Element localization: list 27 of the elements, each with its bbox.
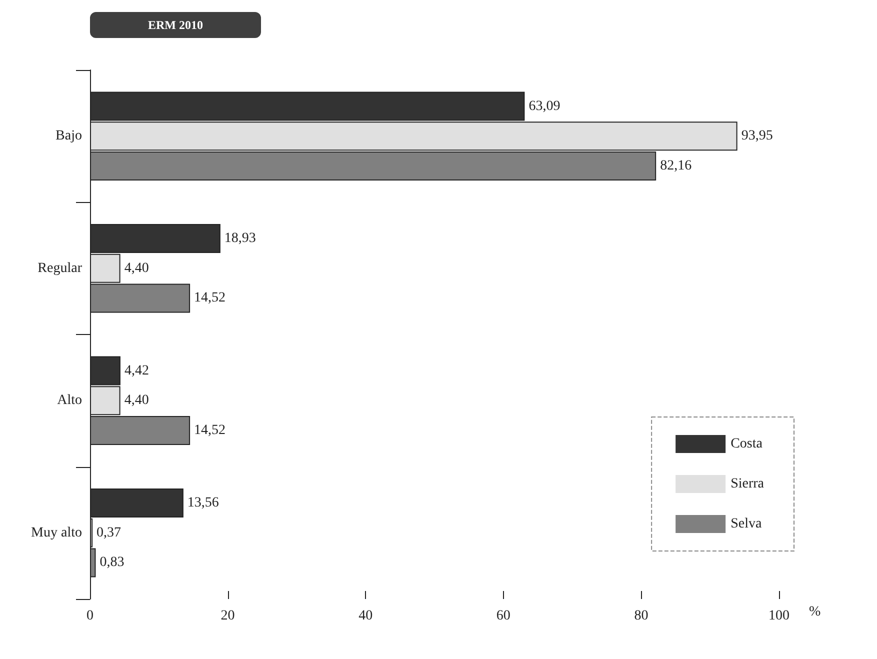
- x-tick-label: 100: [768, 608, 790, 624]
- data-label: 4,42: [124, 363, 149, 378]
- y-tick-label: Regular: [38, 260, 82, 276]
- legend-label: Costa: [730, 436, 764, 452]
- data-label: 18,93: [224, 231, 256, 246]
- data-label: 14,52: [194, 422, 226, 438]
- y-tick-label: Bajo: [56, 128, 82, 144]
- data-label: 0,83: [100, 555, 124, 570]
- x-tick-label: 20: [220, 608, 235, 624]
- y-tick-label: Muy alto: [31, 525, 82, 540]
- data-label: 4,40: [124, 393, 149, 408]
- x-tick-label: 0: [86, 608, 94, 624]
- legend-label: Selva: [730, 516, 762, 532]
- data-label: 63,09: [528, 98, 560, 114]
- y-tick-label: Alto: [57, 393, 82, 408]
- data-label: 93,95: [741, 128, 773, 144]
- x-tick-label: 80: [634, 608, 648, 624]
- x-tick-label: 40: [358, 608, 373, 624]
- data-label: 82,16: [660, 158, 692, 174]
- data-label: 4,40: [124, 260, 149, 276]
- data-label: 13,56: [187, 496, 219, 511]
- x-tick-label: 60: [496, 608, 510, 624]
- chart-title: ERM 2010: [148, 18, 203, 32]
- legend-label: Sierra: [730, 476, 765, 492]
- x-axis-title: %: [809, 604, 821, 620]
- data-label: 0,37: [96, 525, 122, 540]
- data-label: 14,52: [194, 290, 226, 306]
